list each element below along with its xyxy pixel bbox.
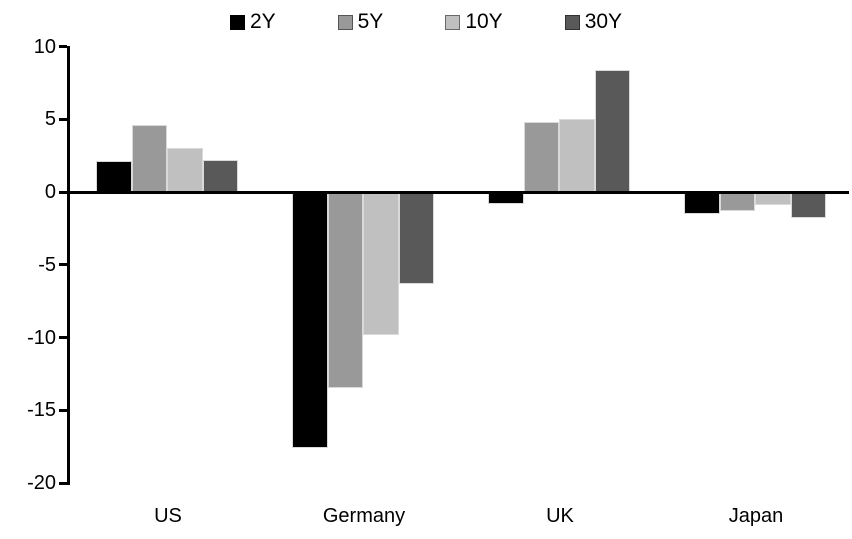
y-axis-tick-label: -20 [27,472,56,494]
bar-germany-30y [398,192,434,284]
legend-item-10y: 10Y [445,8,503,36]
bar-us-10y [167,148,203,192]
legend-swatch-30y [564,14,580,30]
y-axis-tick [59,263,67,267]
y-axis-tick [59,481,67,485]
zero-baseline [59,190,849,194]
legend-swatch-10y [445,14,461,30]
bar-japan-30y [790,192,826,219]
bar-uk-30y [594,69,630,192]
legend-item-5y: 5Y [337,8,384,36]
bar-uk-10y [559,119,595,192]
bar-germany-5y [327,192,363,389]
bar-japan-10y [755,192,791,206]
bar-uk-5y [523,122,559,192]
bar-us-2y [96,161,132,192]
bar-us-5y [131,125,167,192]
y-axis-tick [59,408,67,412]
legend: 2Y 5Y 10Y 30Y [0,8,852,36]
x-axis-category-label: Japan [728,505,784,527]
y-axis-tick-label: 10 [33,35,56,58]
legend-swatch-5y [337,14,353,30]
y-axis-line [67,45,70,485]
x-axis-category-label: US [154,505,182,527]
y-axis-tick-label: 5 [44,108,56,131]
legend-label: 10Y [465,10,503,33]
legend-label: 5Y [357,10,384,33]
y-axis-tick-label: -5 [38,253,56,276]
x-axis-category-label: UK [546,505,574,527]
legend-item-2y: 2Y [229,8,276,36]
y-axis-tick [59,45,67,48]
legend-item-30y: 30Y [564,8,623,36]
y-axis-tick-label: -15 [27,399,56,422]
y-axis-tick-label: 0 [44,181,56,203]
bar-uk-2y [488,192,524,204]
bar-germany-2y [292,192,328,449]
y-axis-tick-label: -10 [27,326,56,349]
bar-japan-2y [684,192,720,214]
bar-us-30y [202,159,238,192]
legend-label: 2Y [249,10,276,33]
legend-swatch-2y [229,14,245,30]
bar-germany-10y [363,192,399,335]
bar-japan-5y [719,192,755,211]
x-axis-category-label: Germany [322,505,406,527]
y-axis-tick [59,336,67,339]
legend-label: 30Y [584,10,623,33]
y-axis-tick [59,117,67,121]
